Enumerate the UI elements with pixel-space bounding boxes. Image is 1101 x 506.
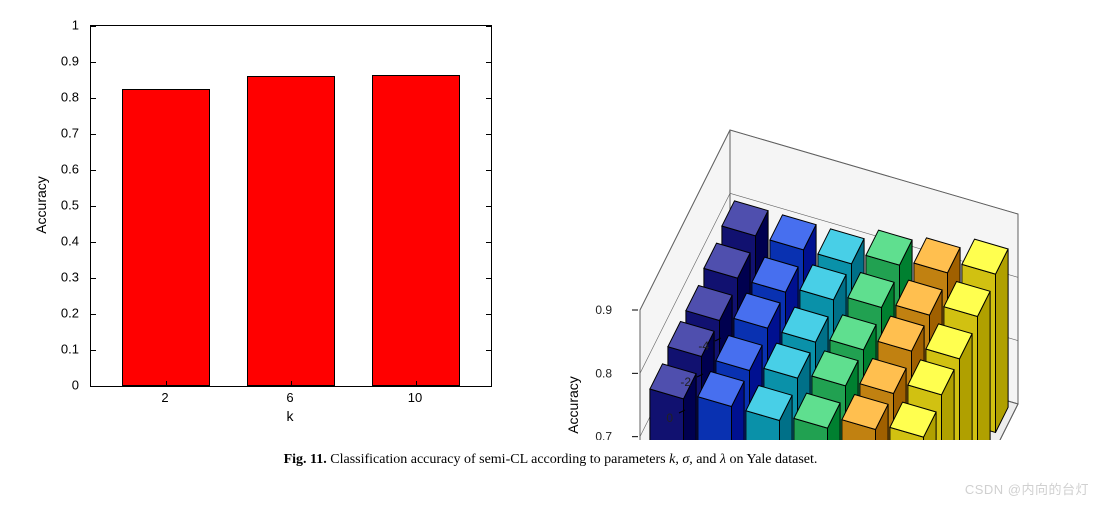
y-tick-label: 0 [20,378,85,393]
svg-text:0.7: 0.7 [595,430,612,440]
bar-chart-x-label: k [90,408,490,424]
bar3d-chart: 0.60.70.80.9-2-10123-4-2024log σlog λAcc… [530,10,1090,440]
x-tick-label: 6 [286,390,293,405]
svg-text:Accuracy: Accuracy [565,376,581,434]
caption-prefix: Fig. 11. [284,452,327,467]
bar3d-svg: 0.60.70.80.9-2-10123-4-2024log σlog λAcc… [530,10,1090,440]
y-tick-label: 0.8 [20,90,85,105]
y-tick-label: 0.4 [20,234,85,249]
y-tick-label: 0.2 [20,306,85,321]
caption-t1: Classification accuracy of semi-CL accor… [327,452,669,467]
y-tick-label: 0.1 [20,342,85,357]
y-tick-label: 0.3 [20,270,85,285]
bar [247,76,335,386]
bar [122,89,210,386]
bar-chart-plot-area [90,25,492,387]
svg-text:-2: -2 [680,375,691,389]
figure-caption: Fig. 11. Classification accuracy of semi… [0,452,1101,468]
caption-t2: on Yale dataset. [726,452,817,467]
svg-text:0: 0 [666,411,673,425]
y-tick-label: 0.5 [20,198,85,213]
watermark: CSDN @内向的台灯 [965,479,1089,498]
bar-chart: Accuracy 00.10.20.30.40.50.60.70.80.91 2… [20,10,520,430]
svg-text:0.8: 0.8 [595,366,612,380]
y-tick-label: 0.7 [20,126,85,141]
bar [372,75,460,386]
bar-chart-x-ticks: 2 6 10 [90,386,490,406]
svg-text:-4: -4 [698,339,709,353]
y-tick-label: 0.6 [20,162,85,177]
caption-s2: , and [689,452,720,467]
y-tick-label: 1 [20,18,85,33]
bar-chart-y-ticks: 00.10.20.30.40.50.60.70.80.91 [20,25,85,385]
x-tick-label: 10 [408,390,422,405]
y-tick-label: 0.9 [20,54,85,69]
svg-text:0.9: 0.9 [595,303,612,317]
x-tick-label: 2 [161,390,168,405]
